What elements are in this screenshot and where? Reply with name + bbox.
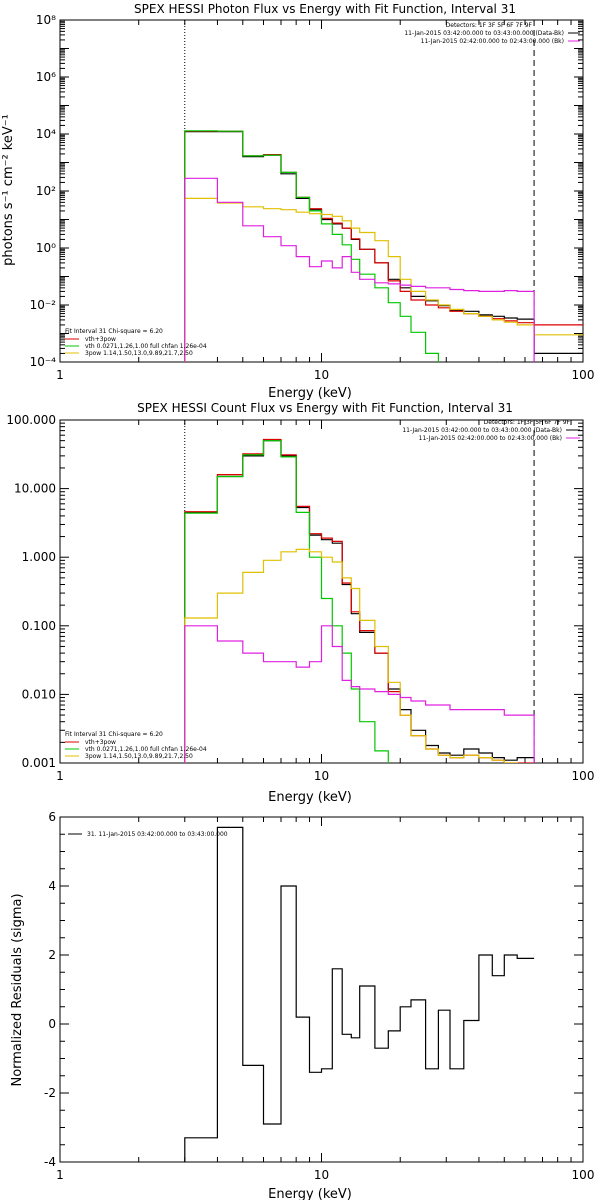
count-flux-title: SPEX HESSI Count Flux vs Energy with Fit… (137, 401, 513, 415)
photon-flux-plot-area: 1 10 100 10⁻⁴ 10⁻² 10⁰ 10² 10⁴ 10⁶ 10⁸ (30, 13, 595, 382)
photon-flux-plot-frame (59, 19, 584, 363)
photon-flux-title: SPEX HESSI Photon Flux vs Energy with Fi… (134, 2, 516, 16)
count-flux-panel: SPEX HESSI Count Flux vs Energy with Fit… (6, 401, 594, 805)
count-flux-x-tick-label: 10 (314, 769, 329, 783)
residuals-series-0 (184, 826, 535, 1162)
count-flux-fit-interval: Fit Interval 31 Chi-square = 6.20 (65, 731, 163, 738)
photon-flux-y-tick-label: 10² (36, 184, 56, 198)
residuals-y-tick-label: -2 (44, 1086, 56, 1100)
photon-flux-series-4 (184, 177, 535, 362)
count-flux-y-tick-label: 1.000 (22, 550, 56, 564)
count-flux-x-tick-label: 100 (572, 769, 595, 783)
residuals-y-tick-label: 6 (48, 810, 56, 824)
photon-flux-y-tick-label: 10⁶ (36, 70, 56, 84)
residuals-plot-area: 1 10 100 -4 -2 0 2 4 6 (44, 810, 594, 1182)
count-flux-legend-3pow: 3pow 1.14,1.50,13.0,9.89,21.7,2.50 (85, 753, 193, 760)
residuals-legend-label: 31. 11-Jan-2015 03:42:00.000 to 03:43:00… (87, 831, 228, 838)
count-flux-series-4 (184, 625, 535, 763)
count-flux-y-tick-label: 10.000 (14, 482, 56, 496)
count-flux-series-3 (184, 548, 518, 763)
photon-flux-fit-interval: Fit Interval 31 Chi-square = 6.20 (65, 328, 163, 335)
photon-flux-x-tick-label: 100 (572, 368, 595, 382)
count-flux-y-tick-label: 0.100 (22, 619, 56, 633)
residuals-x-tick-label: 100 (572, 1168, 595, 1182)
count-flux-legend-total: vth+3pow (85, 739, 116, 746)
photon-flux-y-tick-label: 10⁻² (30, 298, 57, 312)
count-flux-bk-legend: 11-Jan-2015 02:42:00.000 to 02:43:00.000… (419, 435, 562, 442)
residuals-y-tick-label: -4 (44, 1155, 56, 1169)
residuals-y-tick-label: 4 (48, 879, 56, 893)
residuals-xlabel: Energy (keV) (268, 1187, 352, 1200)
count-flux-series-2 (184, 440, 389, 763)
count-flux-detectors-label: Detectors: 1F 3F 5F 6F 7F 9F (484, 419, 571, 426)
photon-flux-xlabel: Energy (keV) (268, 386, 352, 401)
photon-flux-data-legend: 11-Jan-2015 03:42:00.000 to 03:43:00.000… (404, 30, 564, 37)
photon-flux-series-2 (184, 130, 439, 362)
photon-flux-y-tick-label: 10⁻⁴ (30, 355, 57, 369)
count-flux-series-0 (184, 440, 535, 763)
photon-flux-series-3 (184, 197, 583, 362)
count-flux-legend-vth: vth 0.0271,1.26,1.00 full chfan 1.26e-04 (85, 746, 207, 753)
count-flux-y-tick-label: 0.010 (22, 687, 56, 701)
count-flux-series-1 (184, 438, 535, 763)
photon-flux-legend-total: vth+3pow (85, 336, 116, 343)
photon-flux-ylabel: photons s⁻¹ cm⁻² keV⁻¹ (1, 114, 16, 266)
count-flux-x-tick-label: 1 (56, 769, 64, 783)
residuals-y-tick-label: 0 (48, 1017, 56, 1031)
photon-flux-x-tick-label: 1 (56, 368, 64, 382)
photon-flux-panel: SPEX HESSI Photon Flux vs Energy with Fi… (1, 2, 594, 401)
photon-flux-legend-3pow: 3pow 1.14,1.50,13.0,9.89,21.7,2.50 (85, 350, 193, 357)
count-flux-data-legend: 11-Jan-2015 03:42:00.000 to 03:43:00.000… (402, 427, 562, 434)
count-flux-plot-area: 1 10 100 0.001 0.010 0.100 1.000 10.000 100.000 (6, 413, 595, 783)
count-flux-xlabel: Energy (keV) (268, 790, 352, 805)
photon-flux-detectors-label: Detectors: 1F 3F 5F 6F 7F 9F (446, 22, 533, 29)
residuals-x-tick-label: 10 (314, 1168, 329, 1182)
photon-flux-y-tick-label: 10⁸ (36, 13, 56, 27)
residuals-y-tick-label: 2 (48, 948, 56, 962)
photon-flux-y-tick-label: 10⁴ (36, 127, 56, 141)
photon-flux-y-tick-label: 10⁰ (36, 241, 56, 255)
residuals-plot-frame (59, 816, 584, 1163)
photon-flux-bk-legend: 11-Jan-2015 02:42:00.000 to 02:43:00.000… (421, 38, 564, 45)
residuals-ylabel: Normalized Residuals (sigma) (10, 893, 25, 1086)
residuals-x-tick-label: 1 (56, 1168, 64, 1182)
photon-flux-legend-vth: vth 0.0271,1.26,1.00 full chfan 1.26e-04 (85, 343, 207, 350)
residuals-panel: Energy (keV) Normalized Residuals (sigma… (10, 810, 594, 1200)
photon-flux-series-1 (184, 130, 583, 362)
photon-flux-series-0 (184, 131, 583, 362)
count-flux-y-tick-label: 100.000 (6, 413, 56, 427)
photon-flux-x-tick-label: 10 (314, 368, 329, 382)
count-flux-y-tick-label: 0.001 (22, 756, 56, 770)
